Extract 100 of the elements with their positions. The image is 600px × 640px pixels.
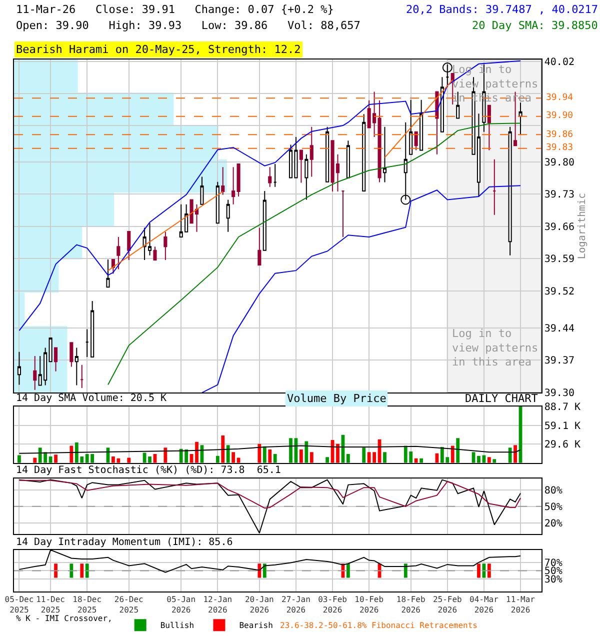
candlestick (404, 122, 408, 200)
bar (273, 454, 277, 463)
candlestick (221, 166, 225, 196)
ref-line-label: 39.90 (546, 111, 574, 121)
y-tick-label: 39.66 (544, 222, 575, 233)
bar (268, 450, 272, 463)
candlestick (111, 259, 115, 274)
bar (195, 442, 198, 463)
text: 20,2 Bands: 39.7487 , 40.0217 (406, 3, 598, 16)
candlestick (508, 126, 512, 256)
candlestick (487, 104, 491, 151)
bar (336, 444, 340, 463)
candlestick (54, 347, 58, 372)
y-tick-label: 30% (544, 574, 562, 586)
y-tick-label: 39.80 (544, 158, 575, 169)
candlestick (258, 227, 262, 266)
y-tick-label: 39.37 (544, 356, 575, 367)
y-tick-label: 20% (544, 518, 562, 530)
candlestick (382, 126, 387, 183)
candlestick (346, 140, 350, 178)
bar (508, 448, 512, 463)
annotation: Log in to view patterns in this area (452, 327, 538, 369)
x-tick-label: 18-Dec 2025 (72, 595, 102, 614)
candlestick (299, 150, 303, 184)
candlestick (446, 64, 450, 88)
annotation: Volume By Price (287, 392, 386, 405)
candlestick (200, 176, 204, 205)
candlestick (378, 100, 382, 183)
y-tick-label: 59.1 K (544, 420, 581, 432)
x-tick-label: 03-Feb 2026 (318, 595, 348, 614)
bar (477, 456, 480, 463)
candlestick (85, 328, 89, 358)
x-tick-label: 05-Jan 2026 (166, 595, 196, 614)
x-tick-label: 10-Feb 2026 (354, 595, 384, 614)
candlestick (232, 166, 236, 205)
x-tick-label: 11-Dec 2025 (36, 595, 66, 614)
line-series (18, 445, 522, 454)
chart-title: 14 Day SMA Volume: 20.5 K (16, 393, 167, 404)
candlestick (116, 236, 120, 270)
candlestick (17, 351, 21, 386)
candlestick (435, 91, 439, 155)
y-tick-label: 39.52 (544, 286, 575, 298)
legend-label: Bullish (160, 621, 194, 630)
candlestick (262, 190, 266, 251)
candlestick (90, 300, 94, 358)
legend-title: % K - IMI Crossover, (16, 614, 112, 623)
y-tick-label: 29.6 K (544, 440, 581, 451)
chart-subtitle: Open: 39.90 High: 39.93 Low: 39.86 Vol: 88,657 (16, 19, 360, 32)
bar (420, 458, 423, 463)
bar (310, 452, 314, 463)
bar (18, 455, 21, 463)
bar (232, 452, 236, 463)
candlestick (414, 131, 418, 151)
bar (216, 456, 220, 463)
bar (70, 446, 74, 463)
candlestick (164, 231, 168, 260)
y-tick-label: 80% (544, 485, 562, 496)
bar (148, 456, 152, 463)
candlestick (310, 126, 314, 178)
bar (127, 458, 131, 463)
bar (487, 457, 491, 463)
bar (262, 446, 266, 463)
candlestick (226, 199, 230, 232)
candlestick (492, 158, 496, 216)
candlestick (273, 163, 277, 188)
y-tick-label: 39.30 (544, 388, 575, 400)
bar (514, 445, 517, 463)
bar (456, 438, 460, 463)
candlestick (153, 246, 157, 260)
candlestick (341, 190, 345, 238)
bar (258, 444, 262, 463)
x-tick-label: 12-Jan 2026 (203, 595, 232, 614)
candlestick (268, 166, 272, 188)
candlestick (450, 72, 454, 106)
candlestick (33, 356, 37, 390)
candlestick (304, 154, 308, 200)
x-tick-label: 27-Jan 2026 (282, 595, 311, 614)
y-tick-label: 88.7 K (544, 402, 581, 414)
text: 20 Day SMA: 39.8850 (472, 19, 598, 32)
bar (221, 436, 225, 463)
y-tick-label: 39.73 (544, 190, 575, 201)
candlestick (518, 102, 522, 136)
chart-title: 14 Day Intraday Momentum (IMI): 85.6 (16, 537, 233, 548)
candlestick (127, 230, 131, 260)
chart-title: 11-Mar-26 Close: 39.91 Change: 0.07 {+0.2 %} (16, 3, 334, 16)
x-tick-label: 26-Dec 2025 (114, 595, 144, 614)
candlestick (236, 163, 240, 198)
text: Bearish Harami on 20-May-25, Strength: 12.2 (16, 43, 301, 56)
x-tick-label: 04-Mar 2026 (470, 595, 499, 614)
bar (362, 448, 366, 463)
candlestick (74, 347, 78, 386)
bar (304, 441, 308, 463)
bar (383, 452, 386, 463)
legend-label: Bearish (239, 621, 274, 630)
line-series (18, 480, 522, 509)
x-tick-label: 25-Feb 2026 (432, 595, 462, 614)
ref-line-label: 39.94 (546, 93, 574, 103)
ref-line-label: 39.86 (546, 130, 574, 140)
candlestick (420, 99, 424, 151)
candlestick (80, 364, 84, 389)
